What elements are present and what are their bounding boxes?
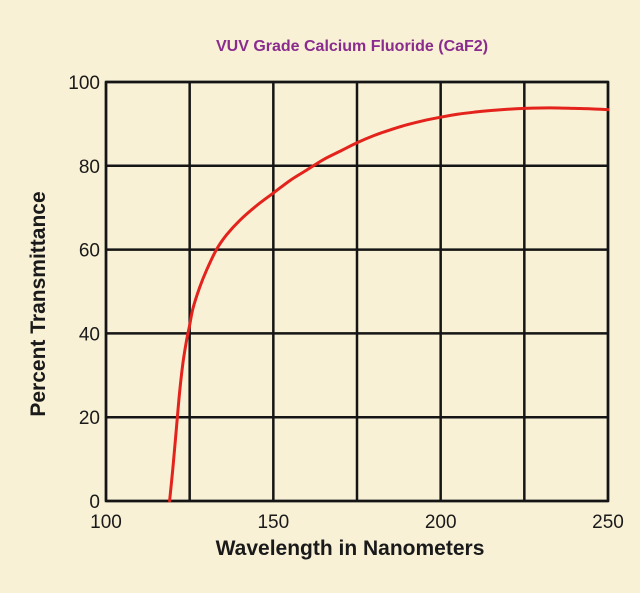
chart-title: VUV Grade Calcium Fluoride (CaF2) (216, 38, 488, 55)
tick-labels: 100 150 200 250 0 20 40 60 80 100 (68, 73, 624, 533)
x-tick-label: 150 (257, 512, 289, 533)
plot-frame (104, 80, 610, 503)
y-tick-label: 20 (79, 408, 100, 429)
grid (104, 80, 610, 503)
y-tick-label: 60 (79, 241, 100, 262)
x-axis-label: Wavelength in Nanometers (216, 537, 485, 560)
y-tick-label: 100 (68, 73, 100, 94)
y-tick-label: 0 (89, 492, 100, 513)
x-tick-label: 200 (425, 512, 457, 533)
transmittance-curve (168, 106, 610, 503)
y-tick-label: 80 (79, 157, 100, 178)
y-axis-label: Percent Transmittance (27, 191, 50, 416)
x-tick-label: 100 (90, 512, 122, 533)
x-tick-label: 250 (592, 512, 624, 533)
series-layer (168, 106, 610, 503)
y-tick-label: 40 (79, 324, 100, 345)
